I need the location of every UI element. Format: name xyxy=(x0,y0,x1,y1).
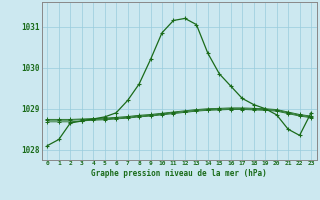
X-axis label: Graphe pression niveau de la mer (hPa): Graphe pression niveau de la mer (hPa) xyxy=(91,169,267,178)
